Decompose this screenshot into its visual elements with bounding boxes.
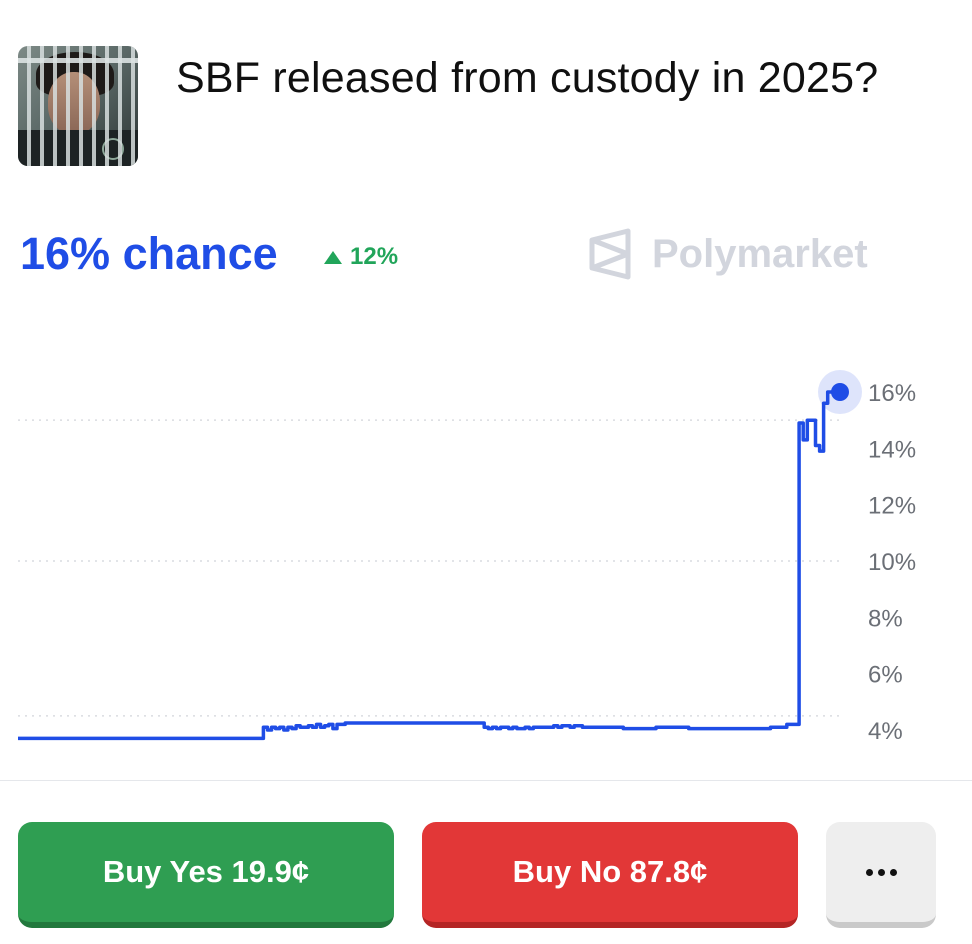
more-dots-icon bbox=[865, 868, 897, 876]
y-tick-label: 12% bbox=[868, 493, 916, 520]
price-chart: 4% 6% 8% 10% 12% 14% 16% bbox=[18, 370, 916, 745]
market-thumbnail bbox=[18, 46, 138, 166]
y-tick-label: 4% bbox=[868, 718, 903, 745]
y-tick-label: 16% bbox=[868, 380, 916, 407]
y-tick-label: 8% bbox=[868, 605, 903, 632]
chart-series-line bbox=[18, 390, 840, 741]
divider bbox=[0, 780, 972, 781]
change-indicator: 12% bbox=[324, 240, 398, 274]
market-title: SBF released from custody in 2025? bbox=[176, 54, 879, 102]
buy-no-button[interactable]: Buy No 87.8¢ bbox=[422, 822, 798, 928]
polymarket-logo-icon bbox=[589, 228, 631, 280]
y-tick-label: 6% bbox=[868, 662, 903, 689]
triangle-up-icon bbox=[324, 250, 342, 264]
more-button[interactable] bbox=[826, 822, 936, 928]
buy-yes-button[interactable]: Buy Yes 19.9¢ bbox=[18, 822, 394, 928]
y-tick-label: 14% bbox=[868, 436, 916, 463]
change-value: 12% bbox=[350, 243, 399, 270]
polymarket-brand: Polymarket bbox=[588, 226, 868, 282]
y-tick-label: 10% bbox=[868, 549, 916, 576]
chance-value: 16% chance bbox=[20, 228, 278, 279]
current-point bbox=[831, 383, 849, 401]
brand-name: Polymarket bbox=[652, 231, 868, 276]
